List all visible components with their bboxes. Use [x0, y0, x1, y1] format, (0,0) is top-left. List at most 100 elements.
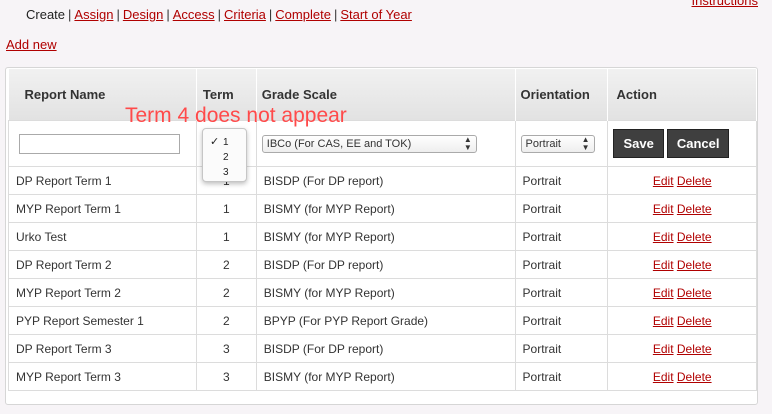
grade-scale-cell: BISDP (For DP report): [255, 250, 516, 279]
row-actions: Edit Delete: [607, 250, 757, 279]
report-name-cell: Urko Test: [8, 222, 197, 251]
grade-scale-select[interactable]: IBCo (For CAS, EE and TOK) ▲ ▼: [261, 134, 477, 153]
grade-scale-cell: BISDP (For DP report): [255, 334, 516, 363]
term-dropdown-menu: ✓ 1 2 3: [202, 128, 247, 182]
header-action: Action: [607, 69, 757, 121]
grade-cell: IBCo (For CAS, EE and TOK) ▲ ▼: [255, 120, 516, 167]
delete-link[interactable]: Delete: [676, 369, 712, 384]
report-name-cell: DP Report Term 3: [8, 334, 197, 363]
grade-scale-cell: BISDP (For DP report): [255, 166, 516, 195]
table-row: DP Report Term 2 2 BISDP (For DP report) Po…: [8, 250, 757, 279]
delete-link[interactable]: Delete: [676, 173, 712, 188]
nav-separator: |: [268, 7, 273, 22]
save-button[interactable]: Save: [613, 129, 664, 158]
orientation-value-cell: Portrait: [514, 194, 609, 223]
delete-link[interactable]: Delete: [676, 229, 712, 244]
nav-separator: |: [116, 7, 120, 22]
nav-access[interactable]: Access: [172, 7, 215, 22]
table-row: DP Report Term 11BISDP (For DP report)Po…: [8, 166, 757, 195]
row-actions: Edit Delete: [607, 166, 757, 195]
term-option[interactable]: 3: [203, 165, 246, 180]
select-arrows-icon: ▲ ▼: [581, 134, 590, 152]
header-report-name[interactable]: Report Name: [8, 69, 197, 121]
nav-separator: |: [68, 7, 72, 22]
top-navigation: Create | Assign | Design | Access | Criteria | Com…: [26, 7, 412, 22]
term-value-cell: 1: [195, 194, 257, 223]
delete-link[interactable]: Delete: [676, 285, 712, 300]
nav-start-of-year[interactable]: Start of Year: [340, 7, 412, 22]
orientation-value-cell: Portrait: [514, 250, 609, 279]
term-option[interactable]: ✓ 1: [203, 135, 246, 150]
report-name-cell: MYP Report Term 2: [8, 278, 197, 307]
edit-link[interactable]: Edit: [652, 201, 674, 216]
report-name-cell: DP Report Term 2: [8, 250, 197, 279]
header-grade-scale[interactable]: Grade Scale: [256, 69, 516, 121]
header-orientation[interactable]: Orientation: [515, 69, 609, 121]
term-value-cell: 3: [195, 362, 257, 391]
nav-separator: |: [333, 7, 338, 22]
term-option[interactable]: 2: [203, 150, 246, 165]
term-option-label: 3: [223, 167, 229, 178]
delete-link[interactable]: Delete: [676, 257, 712, 272]
nav-complete[interactable]: Complete: [275, 7, 331, 22]
edit-link[interactable]: Edit: [652, 173, 674, 188]
grade-scale-cell: BISMY (for MYP Report): [255, 194, 516, 223]
term-value-cell: 2: [195, 306, 257, 335]
delete-link[interactable]: Delete: [676, 313, 712, 328]
nav-design[interactable]: Design: [122, 7, 164, 22]
term-value-cell: 1: [195, 222, 257, 251]
cancel-button[interactable]: Cancel: [666, 129, 730, 158]
nav-separator: |: [217, 7, 221, 22]
table-header-row: Report Name Term Grade Scale Orientation…: [8, 69, 757, 121]
delete-link[interactable]: Delete: [676, 341, 712, 356]
report-name-cell: MYP Report Term 3: [8, 362, 197, 391]
reports-table: Report Name Term Grade Scale Orientation…: [8, 69, 757, 391]
add-new-link[interactable]: Add new: [6, 37, 57, 52]
report-name-cell: PYP Report Semester 1: [8, 306, 197, 335]
nav-separator: |: [166, 7, 170, 22]
orientation-value-cell: Portrait: [514, 166, 609, 195]
select-arrows-icon: ▲ ▼: [463, 134, 472, 152]
edit-link[interactable]: Edit: [652, 257, 674, 272]
table-row: MYP Report Term 3 3 BISMY (for MYP Report)…: [8, 362, 757, 391]
row-actions: Edit Delete: [607, 306, 757, 335]
header-term[interactable]: Term: [196, 69, 257, 121]
name-cell: [8, 120, 197, 167]
nav-create: Create: [26, 7, 66, 22]
edit-link[interactable]: Edit: [652, 313, 674, 328]
edit-link[interactable]: Edit: [652, 341, 674, 356]
edit-link[interactable]: Edit: [652, 369, 674, 384]
row-actions: Edit Delete: [607, 222, 757, 251]
orientation-value-cell: Portrait: [514, 334, 609, 363]
term-option-label: 1: [223, 137, 229, 148]
report-name-cell: MYP Report Term 1: [8, 194, 197, 223]
orientation-value: Portrait: [525, 137, 561, 150]
table-row: MYP Report Term 1 1 BISMY (for MYP Report)…: [8, 194, 757, 223]
orientation-value-cell: Portrait: [514, 278, 609, 307]
instructions-link[interactable]: Instructions: [691, 0, 758, 8]
grade-scale-cell: BISMY (for MYP Report): [255, 278, 516, 307]
orientation-select[interactable]: Portrait ▲ ▼: [520, 134, 595, 153]
edit-link[interactable]: Edit: [652, 285, 674, 300]
orientation-value-cell: Portrait: [514, 362, 609, 391]
report-name-input[interactable]: [19, 133, 180, 154]
table-row: Urko Test 1 BISMY (for MYP Report) Portrait…: [8, 222, 757, 251]
term-value-cell: 3: [195, 334, 257, 363]
row-actions: Edit Delete: [607, 334, 757, 363]
delete-link[interactable]: Delete: [676, 201, 712, 216]
table-row: PYP Report Semester 1 2 BPYP (For PYP Repo…: [8, 306, 757, 335]
action-cell: Save Cancel: [607, 120, 757, 167]
nav-assign[interactable]: Assign: [74, 7, 114, 22]
term-value-cell: 2: [195, 278, 257, 307]
nav-criteria[interactable]: Criteria: [224, 7, 266, 22]
orientation-value-cell: Portrait: [514, 222, 609, 251]
row-actions: Edit Delete: [607, 362, 757, 391]
checkmark-icon: ✓: [210, 136, 220, 148]
term-value-cell: 2: [195, 250, 257, 279]
orientation-cell: Portrait ▲ ▼: [514, 120, 609, 167]
edit-link[interactable]: Edit: [652, 229, 674, 244]
row-actions: Edit Delete: [607, 278, 757, 307]
annotation-text: Term 4 does not appear: [125, 104, 347, 127]
report-name-cell: DP Report Term 1: [8, 166, 197, 195]
orientation-value-cell: Portrait: [514, 306, 609, 335]
